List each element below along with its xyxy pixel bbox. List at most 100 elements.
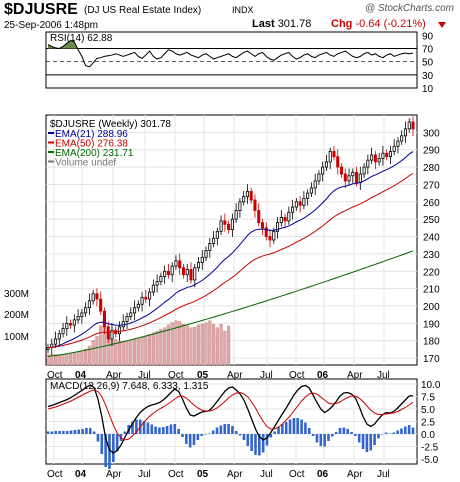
down-arrow-icon [438,22,446,28]
macd-hist-bar [231,426,234,434]
macd-hist-bar [377,434,380,439]
volume-bar [57,354,61,366]
price-candle [324,161,328,168]
macd-hist-bar [211,430,215,434]
volume-bar [46,354,50,366]
price-candle [358,173,362,184]
macd-hist-bar [108,434,111,469]
macd-hist-bar [281,424,284,434]
macd-hist-bar [88,428,92,434]
price-candle [234,210,238,220]
price-candle [245,190,249,197]
macd-hist-bar [81,429,84,434]
volume-bar [215,327,219,366]
price-candle [328,151,332,163]
macd-hist-bar [396,430,399,434]
price-tick-label: 170 [423,354,440,365]
macd-hist-bar [104,434,107,467]
price-candle [117,326,122,335]
macd-hist-bar [62,431,65,434]
macd-hist-bar [223,424,227,434]
macd-hist-bar [112,434,115,462]
price-candle [140,296,144,305]
macd-x-tick-label: Jul [377,469,390,480]
rsi-tick-label: 10 [422,84,434,95]
macd-hist-bar [304,422,307,434]
volume-bar [91,340,95,366]
price-tick-label: 250 [423,215,440,226]
macd-hist-bar [154,426,157,434]
price-candle [185,269,189,276]
macd-hist-bar [96,434,100,442]
chg-value: -0.64 (-0.21%) [355,18,426,30]
price-x-tick-label: Oct [168,370,184,381]
price-candle [65,322,69,329]
macd-tick-label: 0.0 [421,430,435,441]
last-value: 301.78 [277,18,312,30]
rsi-tick-label: 70 [422,44,434,55]
macd-hist-bar [65,431,69,434]
macd-hist-bar [173,424,177,434]
price-candle [291,206,295,213]
macd-hist-bar [307,428,311,434]
legend-swatch [48,141,54,144]
macd-hist-bar [142,421,146,434]
macd-hist-bar [327,434,330,441]
macd-hist-bar [54,431,57,434]
price-candle [407,121,411,130]
price-candle [268,236,272,241]
macd-hist-bar [315,434,319,443]
macd-hist-bar [254,434,257,455]
macd-x-tick-label: Oct [47,469,63,480]
price-x-tick-label: Apr [227,370,243,381]
macd-hist-bar [146,422,150,434]
price-candle [53,338,58,345]
price-candle [193,267,197,281]
price-candle [227,223,231,230]
price-candle [69,322,73,326]
rsi-tick-label: 30 [422,71,434,82]
price-candle [151,284,155,293]
volume-bar [151,332,155,366]
volume-bar [84,348,88,366]
macd-hist-bar [369,434,373,451]
price-candle [306,192,310,199]
macd-hist-bar [246,434,250,446]
price-candle [121,321,125,328]
price-candle [196,262,201,269]
legend-entry: EMA(50) 276.38 [55,139,128,150]
price-candle [133,307,137,314]
macd-hist-bar [404,426,407,434]
macd-hist-bar [115,434,119,452]
price-candle [400,135,404,142]
x-axis: Oct 04 Apr Jul Oct 05 Apr Jul Oct 06 Apr Jul Oct 04 Ap… [47,370,390,480]
price-candle [351,171,355,177]
company-name: (DJ US Real Estate Index) [84,5,202,16]
macd-x-tick-label: 06 [317,469,329,480]
macd-hist-bar [181,434,184,437]
price-candle [159,276,163,283]
price-candle [313,180,317,189]
macd-hist-bar [311,434,315,436]
macd-hist-bar [73,430,77,434]
price-candle [170,265,174,276]
price-candle [95,293,99,300]
price-candle [347,175,351,182]
price-candle [362,166,366,175]
macd-hist-bar [69,430,73,434]
macd-hist-bar [338,428,342,434]
volume-bar [136,338,140,366]
macd-hist-bar [135,419,138,434]
price-candle [178,260,182,269]
price-x-tick-label: Oct [289,370,305,381]
macd-hist-bar [192,434,196,445]
macd-hist-bar [165,426,169,434]
volume-bar [189,327,193,366]
price-candle [181,267,185,276]
macd-hist-bar [204,434,207,435]
price-candle [204,250,208,258]
price-candle [144,296,148,300]
macd-x-tick-label: Apr [106,469,122,480]
volume-bar [227,325,231,366]
